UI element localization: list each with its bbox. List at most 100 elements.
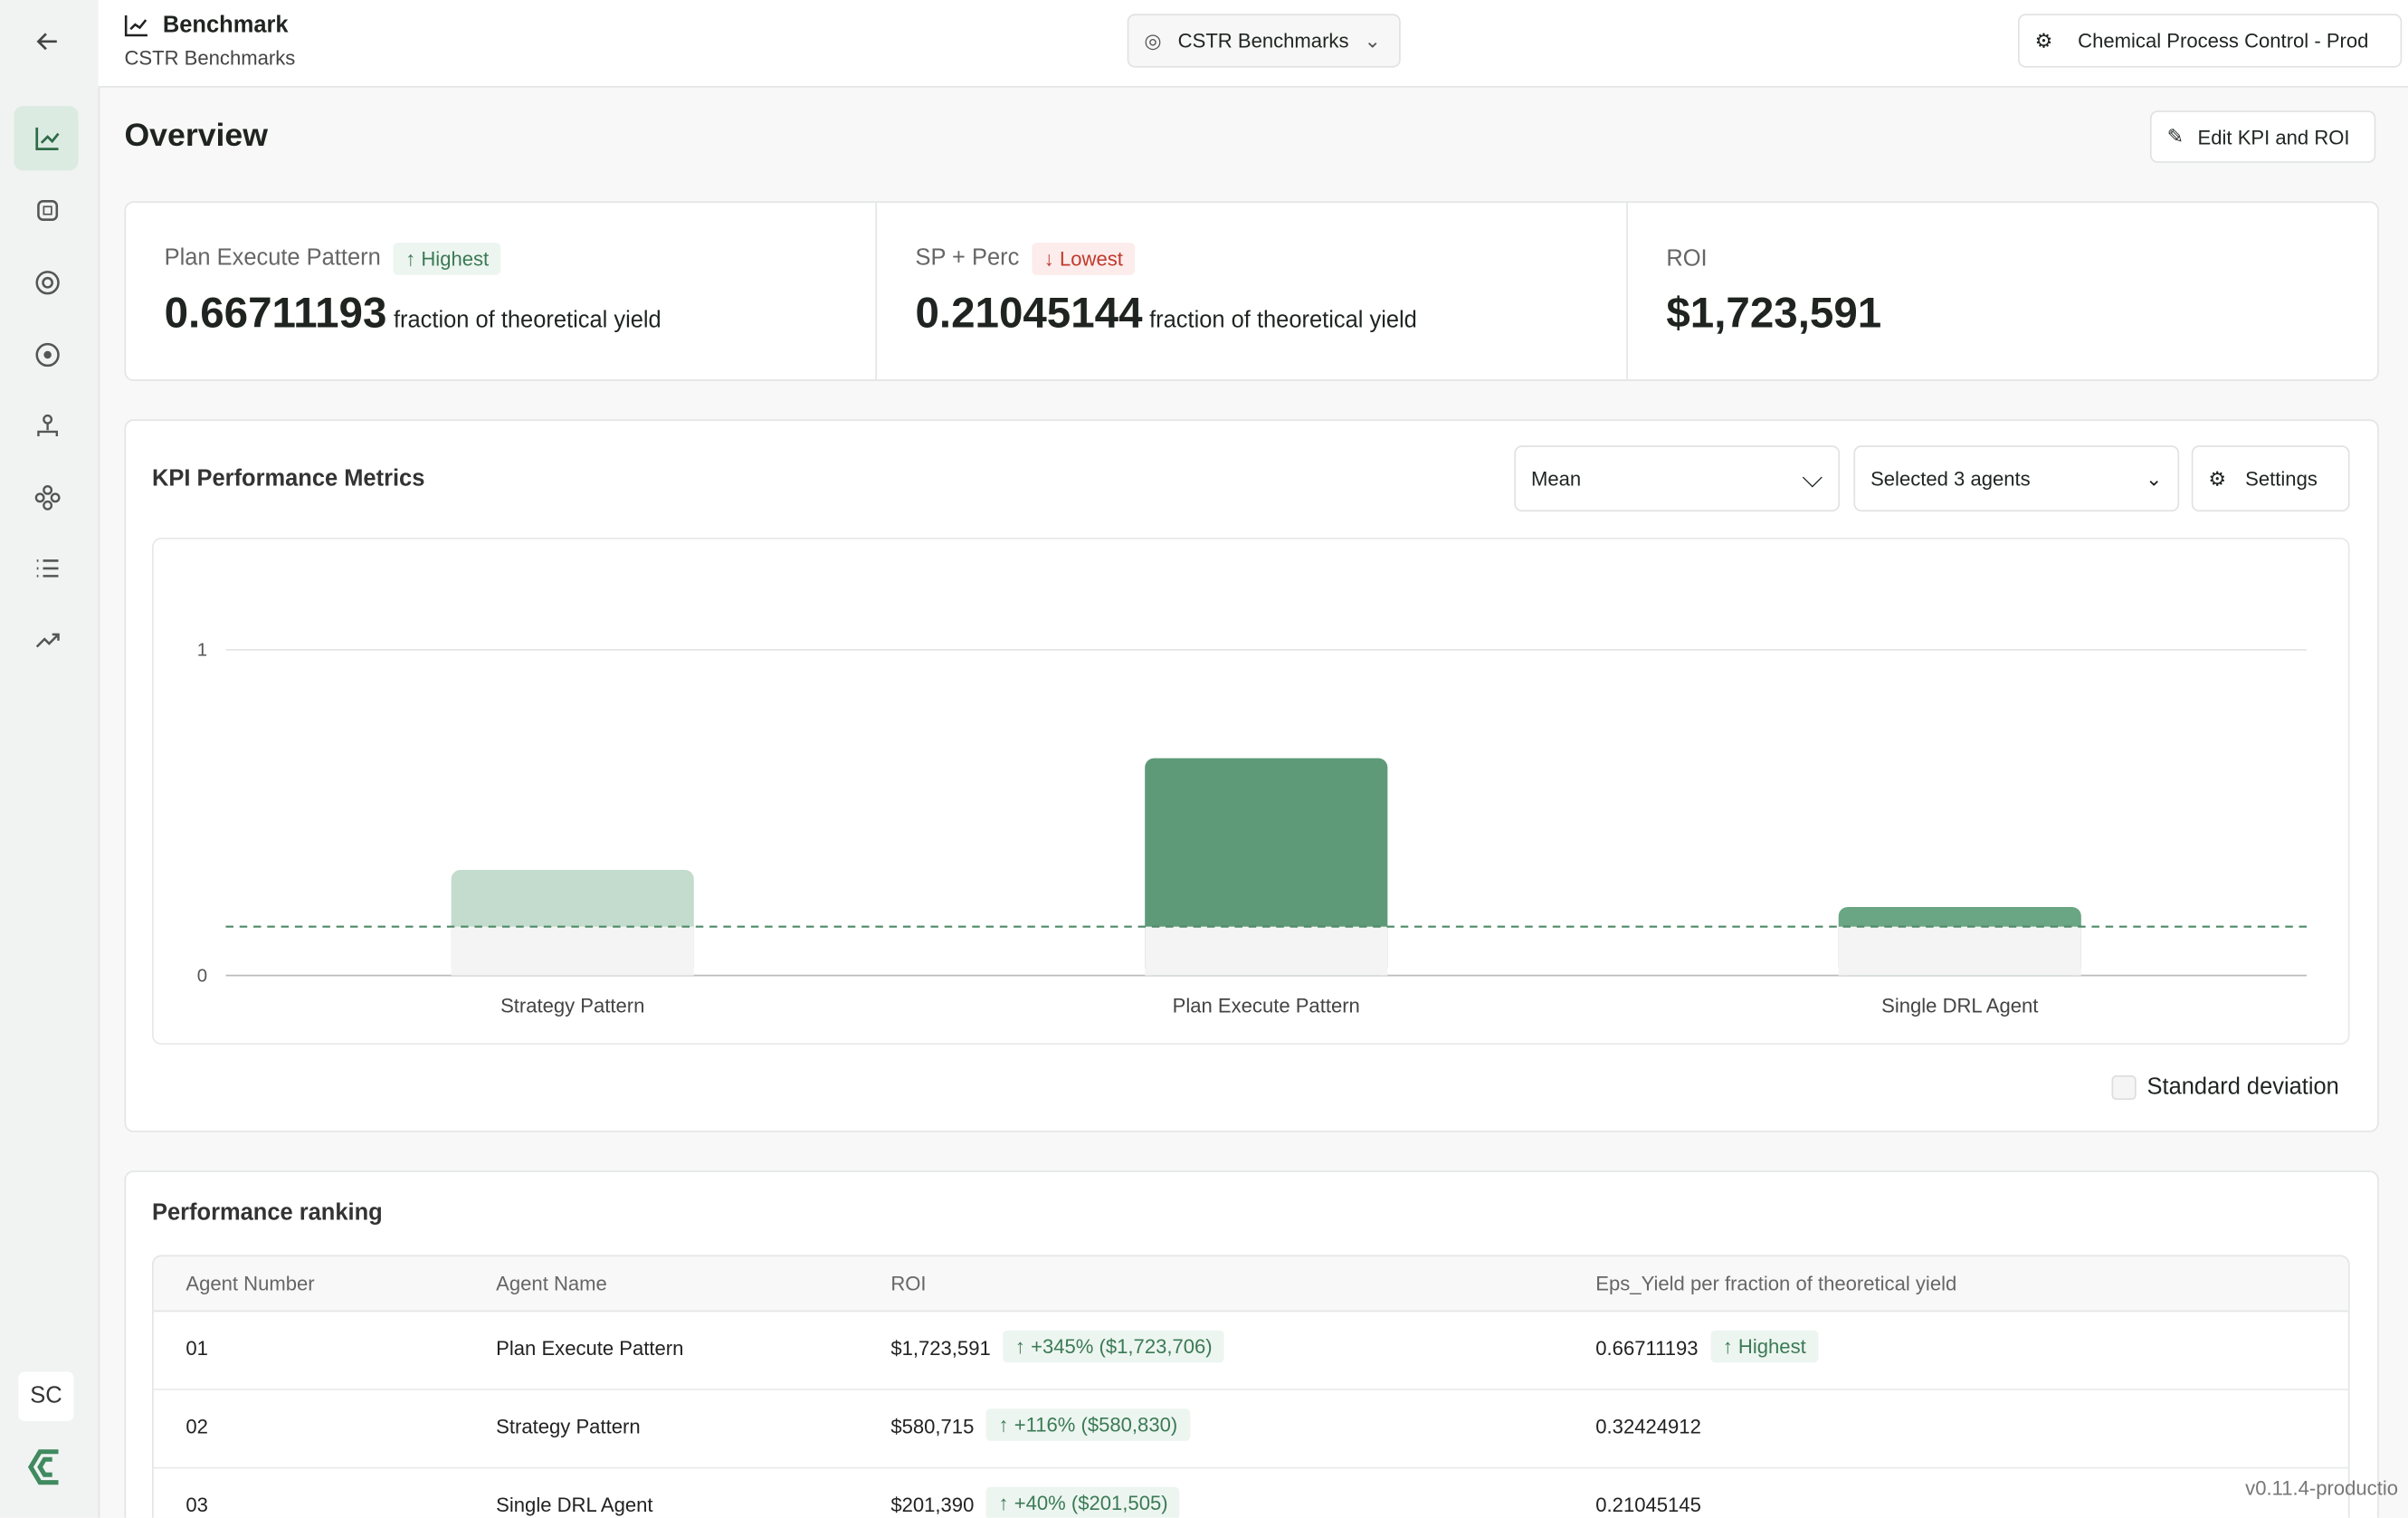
y-tick-label: 1 [197, 641, 207, 661]
sidebar: SC [0, 0, 100, 1518]
chart: 0 1 Strategy Pattern Plan Execute Pattern Si… [197, 641, 2308, 1017]
divider [875, 203, 878, 380]
bar [1145, 758, 1388, 976]
card-label: SP + Perc [915, 244, 1020, 272]
badge: ↑ +345% ($1,723,706) [1003, 1330, 1225, 1363]
settings-button[interactable]: ⚙ Settings [2191, 445, 2350, 512]
column-header: Agent Name [496, 1272, 607, 1295]
badge: ↑ +116% ($580,830) [985, 1408, 1190, 1441]
badge-text: +40% ($201,505) [1014, 1491, 1168, 1515]
badge: Lowest [1059, 247, 1123, 271]
nav-icon[interactable] [33, 341, 62, 369]
cell-text: 01 [186, 1336, 208, 1360]
table-header [153, 1256, 2348, 1313]
table-row [153, 1389, 2348, 1469]
statistic-dropdown[interactable]: Mean ⌵ [1514, 445, 1841, 512]
overview-cards: Plan Execute Pattern ↑ Highest 0.6671119… [124, 201, 2379, 381]
badge: ↑ +40% ($201,505) [985, 1486, 1181, 1518]
section-title: Overview [124, 118, 268, 154]
card-label: ROI [1666, 245, 1708, 272]
cell-text: $201,390 [890, 1493, 975, 1517]
column-header: ROI [890, 1272, 927, 1295]
cell-text: 0.66711193 [1595, 1336, 1699, 1360]
table-row [153, 1311, 2348, 1390]
badge-text: Highest [1737, 1334, 1806, 1359]
card-value: 0.66711193 [164, 289, 387, 337]
cell-text: $1,723,591 [890, 1336, 991, 1360]
edit-label: Edit KPI and ROI [2197, 125, 2350, 148]
nav-icon[interactable] [33, 484, 62, 512]
divider [1626, 203, 1628, 380]
card-value: $1,723,591 [1666, 289, 1882, 337]
cell: 0.32424912 [1595, 1415, 1701, 1437]
cell-text: Strategy Pattern [496, 1415, 641, 1438]
cell-text: 03 [186, 1493, 208, 1517]
cell: Strategy Pattern [496, 1415, 640, 1437]
table-row [154, 1467, 2348, 1518]
agent-label: Selected 3 agents [1870, 466, 2031, 491]
nav-icon[interactable] [33, 269, 62, 297]
cell: 01 [186, 1336, 208, 1359]
nav-icon[interactable] [33, 124, 62, 152]
badge-text: +345% ($1,723,706) [1031, 1334, 1213, 1359]
x-tick-label: Plan Execute Pattern [1173, 994, 1360, 1017]
nav-icon[interactable] [33, 555, 62, 583]
cell: $201,390 ↑ +40% ($201,505) [890, 1486, 1181, 1518]
version: v0.11.4-productio [2245, 1475, 2399, 1500]
card-unit: fraction of theoretical yield [393, 307, 661, 334]
x-tick-label: Single DRL Agent [1881, 994, 2038, 1017]
column-header: Agent Number [186, 1272, 315, 1295]
x-tick-label: Strategy Pattern [500, 994, 644, 1017]
selector-label: CSTR Benchmarks [1177, 29, 1349, 53]
cell: Single DRL Agent [496, 1494, 652, 1516]
logo [27, 1449, 59, 1485]
cell: Plan Execute Pattern [496, 1336, 683, 1359]
settings-label: Settings [2245, 466, 2318, 491]
cell: $580,715 ↑ +116% ($580,830) [890, 1408, 1190, 1441]
statistic-label: Mean [1531, 466, 1582, 491]
cell-text: $580,715 [890, 1415, 975, 1438]
cell: 03 [186, 1494, 208, 1516]
column-header: Eps_Yield per fraction of theoretical yi… [1595, 1272, 1957, 1295]
ranking-table: Agent Number Agent Name ROI Eps_Yield per f… [152, 1255, 2350, 1518]
badge: Highest [421, 247, 490, 271]
cell: 0.21045145 [1595, 1494, 1701, 1516]
project-selector[interactable]: ⚙ Chemical Process Control - Prod [2017, 14, 2403, 68]
chart-icon [124, 14, 148, 37]
cell: 0.66711193 ↑ Highest [1595, 1330, 1819, 1363]
bar-base [1145, 926, 1388, 976]
card-label: Plan Execute Pattern [164, 244, 381, 272]
back-icon[interactable] [33, 28, 62, 56]
bar-base [1838, 926, 2081, 976]
nav-icon[interactable] [33, 625, 62, 654]
y-tick-label: 0 [197, 966, 207, 986]
user-avatar[interactable]: SC [18, 1371, 74, 1421]
cell-text: 0.21045145 [1595, 1493, 1701, 1517]
badge-text: +116% ($580,830) [1014, 1413, 1178, 1437]
cell: $1,723,591 ↑ +345% ($1,723,706) [890, 1330, 1225, 1363]
cell-text: 0.32424912 [1595, 1415, 1701, 1438]
page-title: Benchmark [162, 12, 289, 39]
nav-icon[interactable] [33, 196, 62, 224]
edit-button[interactable]: ✎ Edit KPI and ROI [2149, 110, 2376, 163]
badge: ↑ Highest [1710, 1330, 1819, 1363]
agent-dropdown[interactable]: Selected 3 agents ⌄ [1853, 445, 2180, 512]
page-subtitle: CSTR Benchmarks [124, 45, 296, 70]
chart-frame [152, 537, 2350, 1045]
cell: 02 [186, 1415, 208, 1437]
bar-base [451, 926, 694, 976]
card-unit: fraction of theoretical yield [1149, 307, 1417, 334]
kpi-title: KPI Performance Metrics [152, 465, 425, 492]
std-checkbox[interactable] [2111, 1074, 2137, 1101]
nav-icon[interactable] [33, 414, 62, 442]
cell-text: Plan Execute Pattern [496, 1336, 684, 1360]
ranking-title: Performance ranking [152, 1199, 383, 1227]
std-label[interactable]: Standard deviation [2146, 1074, 2339, 1101]
card-value: 0.21045144 [915, 289, 1143, 337]
cell-text: Single DRL Agent [496, 1493, 653, 1517]
benchmark-selector[interactable]: ◎ CSTR Benchmarks ⌄ [1127, 14, 1401, 68]
project-label: Chemical Process Control - Prod [2078, 29, 2369, 53]
cell-text: 02 [186, 1415, 208, 1438]
